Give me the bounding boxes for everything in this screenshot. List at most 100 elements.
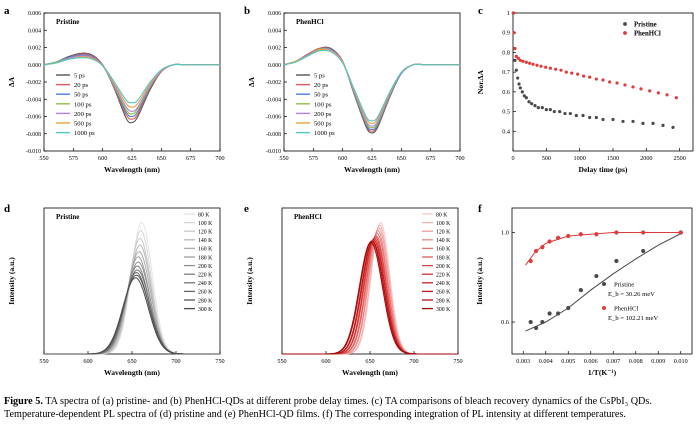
y-tick-label-f: 1.0 xyxy=(501,229,509,236)
data-point-PhenHCl xyxy=(614,230,619,235)
legend-label-d: 300 K xyxy=(198,307,213,313)
data-point-Pristine xyxy=(641,248,646,254)
x-tick-label-f: 0.007 xyxy=(606,358,620,365)
caption-text: TA spectra of (a) pristine- and (b) Phen… xyxy=(4,396,652,420)
legend-label-e: 160 K xyxy=(436,247,451,253)
legend-label-e: 120 K xyxy=(436,230,451,236)
data-point-Pristine xyxy=(552,109,556,114)
data-point-Pristine xyxy=(631,119,635,124)
x-tick-label-b: 700 xyxy=(455,155,464,162)
legend-marker-c xyxy=(623,22,627,26)
legend-label-b: 5 ps xyxy=(314,73,325,80)
data-point-PhenHCl xyxy=(514,54,518,58)
y-tick-label-a: -0.004 xyxy=(26,97,41,103)
data-point-Pristine xyxy=(516,76,520,80)
data-point-PhenHCl xyxy=(623,83,627,87)
x-tick-label-d: 750 xyxy=(215,358,224,365)
legend-label-a: 50 ps xyxy=(74,92,89,99)
data-point-PhenHCl xyxy=(631,85,635,89)
fit-line-Pristine xyxy=(525,232,684,332)
panel-letter-d: d xyxy=(4,203,10,215)
y-axis-label-b: ΔA xyxy=(247,76,256,87)
series-line-280-K xyxy=(44,274,220,355)
data-point-Pristine xyxy=(563,111,567,116)
x-tick-label-c: 2500 xyxy=(673,155,685,162)
data-point-PhenHCl xyxy=(594,232,599,237)
panel-letter-a: a xyxy=(4,5,10,17)
y-tick-label-a: -0.008 xyxy=(26,132,41,138)
legend-label-d: 80 K xyxy=(198,212,210,218)
data-point-PhenHCl xyxy=(608,80,612,84)
data-point-PhenHCl xyxy=(678,230,683,235)
data-point-Pristine xyxy=(588,115,592,120)
y-axis-label-e: Intensity (a.u.) xyxy=(245,257,254,305)
data-point-PhenHCl xyxy=(578,232,583,237)
x-tick-label-a: 575 xyxy=(69,155,78,162)
x-tick-label-b: 650 xyxy=(397,155,406,162)
legend-marker-c xyxy=(623,31,627,35)
x-tick-label-a: 550 xyxy=(39,155,48,162)
x-tick-label-d: 600 xyxy=(83,358,92,365)
x-tick-label-a: 625 xyxy=(127,155,136,162)
data-point-PhenHCl xyxy=(588,75,592,79)
y-tick-label-b: -0.008 xyxy=(266,132,281,138)
data-point-Pristine xyxy=(578,287,583,293)
data-point-PhenHCl xyxy=(511,11,515,15)
data-point-PhenHCl xyxy=(576,72,580,76)
data-point-Pristine xyxy=(520,90,524,94)
data-point-Pristine xyxy=(528,319,533,325)
data-point-PhenHCl xyxy=(594,77,598,81)
data-point-Pristine xyxy=(524,96,528,100)
data-point-Pristine xyxy=(533,325,539,331)
inset-title-a: Pristine xyxy=(56,18,79,26)
legend-marker-f xyxy=(602,306,606,310)
x-tick-label-a: 600 xyxy=(98,155,107,162)
x-tick-label-c: 1000 xyxy=(573,155,585,162)
data-point-Pristine xyxy=(547,311,552,316)
data-point-PhenHCl xyxy=(656,91,660,95)
data-point-PhenHCl xyxy=(531,62,535,66)
y-tick-label-c: 0.4 xyxy=(502,128,510,135)
y-tick-label-c: 0.6 xyxy=(502,89,510,96)
data-point-PhenHCl xyxy=(582,74,586,78)
data-point-PhenHCl xyxy=(665,93,669,97)
legend-label-e: 80 K xyxy=(436,212,448,218)
data-point-Pristine xyxy=(621,119,625,124)
x-tick-label-f: 0.009 xyxy=(651,358,665,365)
legend-label-c: PhenHCl xyxy=(634,31,661,38)
legend-label-e: 180 K xyxy=(436,255,451,261)
legend-label-d: 160 K xyxy=(198,247,213,253)
panel-letter-c: c xyxy=(478,5,483,17)
data-point-Pristine xyxy=(601,117,605,122)
data-point-Pristine xyxy=(544,108,548,112)
data-point-PhenHCl xyxy=(639,87,643,91)
data-point-Pristine xyxy=(540,106,544,110)
data-point-Pristine xyxy=(581,113,585,118)
legend-label-b: 50 ps xyxy=(314,92,329,99)
y-tick-label-a: 0.004 xyxy=(28,28,41,34)
data-point-Pristine xyxy=(530,102,534,106)
legend-label-d: 260 K xyxy=(198,290,213,296)
data-point-Pristine xyxy=(594,115,598,120)
data-point-PhenHCl xyxy=(533,248,539,254)
inset-title-e: PhenHCl xyxy=(294,213,322,221)
legend-marker-f xyxy=(602,282,606,286)
x-tick-label-e: 550 xyxy=(277,358,286,365)
x-axis-label-b: Wavelength (nm) xyxy=(344,165,400,174)
legend-label-d: 200 K xyxy=(198,264,213,270)
series-line-180-K xyxy=(282,235,458,355)
legend-label-b: 1000 ps xyxy=(314,130,335,137)
y-tick-label-f: 0.6 xyxy=(501,319,509,326)
legend-label-e: 100 K xyxy=(436,221,451,227)
x-axis-label-e: Wavelength (nm) xyxy=(342,368,398,377)
series-line-500-ps xyxy=(283,48,460,124)
x-tick-label-d: 650 xyxy=(127,358,136,365)
legend-label-a: 5 ps xyxy=(74,73,85,80)
x-tick-label-d: 550 xyxy=(39,358,48,365)
legend-label-b: 20 ps xyxy=(314,82,329,89)
legend-label-e: 300 K xyxy=(436,307,451,313)
legend-label-e: 240 K xyxy=(436,281,451,287)
data-point-Pristine xyxy=(568,111,572,116)
data-point-PhenHCl xyxy=(544,65,548,69)
data-point-Pristine xyxy=(574,113,578,118)
